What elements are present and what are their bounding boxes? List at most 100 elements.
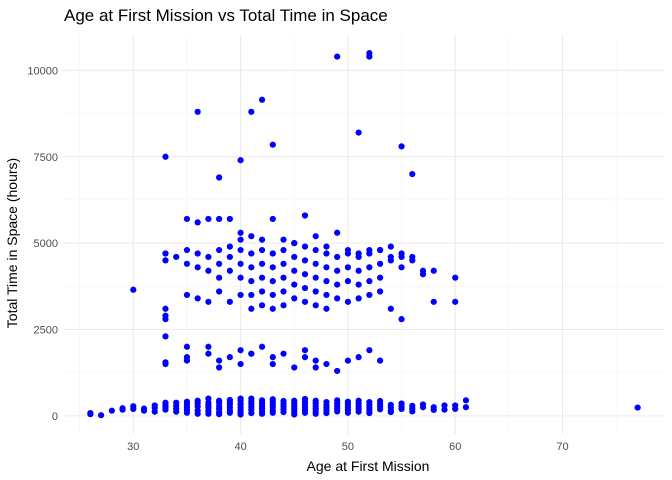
data-point: [130, 286, 137, 293]
data-point: [312, 233, 319, 240]
data-point: [162, 359, 169, 366]
data-point: [237, 347, 244, 354]
data-point: [409, 170, 416, 178]
data-point: [162, 257, 169, 264]
data-point: [97, 412, 105, 419]
data-point: [462, 397, 470, 404]
data-point: [323, 410, 330, 417]
data-point: [334, 408, 341, 415]
data-point: [419, 267, 427, 274]
data-point: [269, 354, 276, 361]
data-point: [409, 402, 416, 409]
data-point: [355, 267, 362, 274]
data-point: [280, 397, 287, 405]
data-point: [398, 264, 405, 271]
grid-layer: [63, 35, 665, 434]
data-point: [162, 250, 169, 257]
x-tick-label: 50: [342, 441, 354, 453]
data-point: [237, 360, 244, 368]
data-point: [205, 215, 212, 223]
data-point: [452, 405, 459, 413]
data-point: [409, 257, 416, 264]
data-point: [366, 246, 373, 254]
data-point: [237, 395, 244, 402]
data-point: [258, 236, 266, 243]
data-point: [323, 305, 330, 312]
data-point: [280, 408, 287, 416]
data-point: [226, 298, 233, 305]
x-axis-title: Age at First Mission: [307, 458, 430, 474]
data-point: [216, 357, 223, 364]
data-point: [226, 354, 233, 361]
data-point: [183, 260, 191, 267]
data-point: [226, 243, 233, 250]
data-point: [355, 295, 362, 302]
data-point: [183, 291, 191, 299]
data-point: [301, 257, 309, 264]
data-point: [376, 288, 384, 295]
data-point: [269, 250, 276, 257]
data-point: [334, 367, 341, 375]
data-point: [194, 410, 201, 417]
data-point: [226, 253, 233, 261]
data-point: [216, 260, 223, 267]
data-point: [258, 397, 266, 404]
data-point: [205, 298, 212, 305]
data-point: [237, 274, 244, 281]
data-point: [301, 271, 309, 278]
ticks-layer: 30 40 50 60 70 0 2500 5000 7500 10000: [27, 65, 568, 453]
data-point: [87, 410, 94, 417]
data-point: [312, 364, 319, 371]
data-point: [269, 278, 276, 285]
data-point: [140, 405, 148, 412]
data-point: [280, 350, 287, 357]
y-axis-title: Total Time in Space (hours): [4, 158, 20, 328]
data-point: [258, 288, 266, 295]
data-point: [334, 267, 341, 274]
data-point: [119, 405, 126, 412]
data-point: [216, 397, 223, 404]
data-point: [183, 246, 191, 254]
data-point: [452, 298, 459, 305]
data-point: [216, 215, 223, 223]
data-point: [387, 401, 394, 408]
data-point: [334, 281, 341, 288]
data-point: [366, 278, 373, 285]
data-point: [291, 295, 298, 302]
data-point: [205, 267, 212, 274]
data-point: [269, 141, 276, 148]
data-point: [452, 274, 459, 281]
data-point: [237, 157, 244, 164]
data-point: [194, 397, 201, 404]
data-point: [162, 399, 169, 406]
data-point: [355, 397, 362, 404]
data-point: [248, 264, 255, 271]
data-point: [130, 403, 137, 410]
data-point: [291, 397, 298, 404]
y-tick-label: 2500: [34, 325, 58, 337]
data-point: [301, 409, 309, 416]
data-point: [312, 246, 319, 254]
data-point: [248, 278, 255, 285]
data-point: [355, 281, 362, 288]
data-point: [334, 253, 341, 261]
data-point: [280, 260, 287, 267]
data-point: [323, 278, 330, 285]
data-point: [312, 302, 319, 309]
data-point: [312, 260, 319, 267]
data-point: [462, 404, 470, 411]
data-point: [323, 243, 330, 250]
data-point: [355, 129, 362, 136]
data-point: [387, 408, 394, 416]
data-point: [216, 288, 223, 295]
data-point: [280, 246, 287, 254]
x-tick-label: 70: [556, 441, 568, 453]
data-point: [312, 410, 319, 417]
data-point: [280, 302, 287, 309]
data-point: [301, 347, 309, 354]
data-point: [226, 396, 233, 404]
data-point: [334, 295, 341, 302]
y-tick-label: 10000: [27, 65, 58, 77]
y-tick-label: 7500: [34, 152, 58, 164]
